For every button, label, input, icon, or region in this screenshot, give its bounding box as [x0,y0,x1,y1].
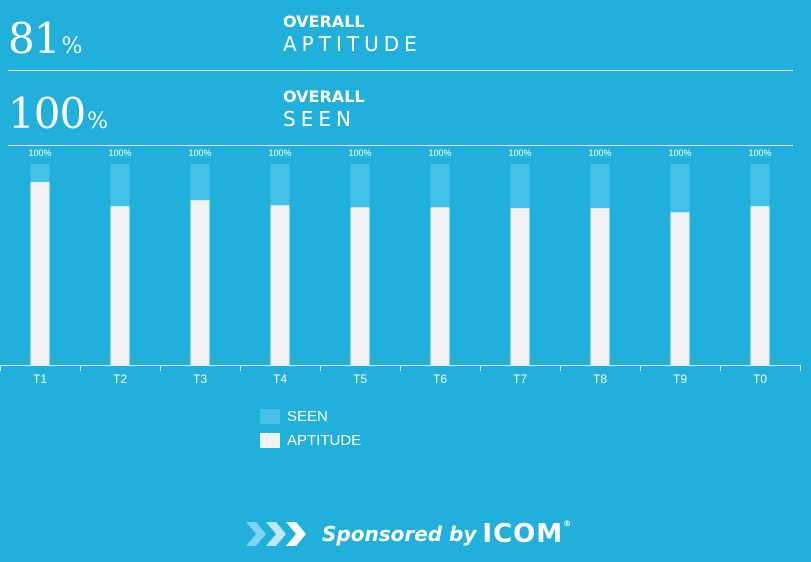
bar-chart: 100% T1 100% T2 100% T3 100% T4 100% T5 100% T6 100%… [0,148,801,386]
x-tick-label-t9: T9 [673,372,687,386]
aptitude-percentage: 81% [8,14,82,72]
bar-aptitude-t1 [30,182,50,365]
aptitude-label-large: APTITUDE [283,32,422,56]
bar-aptitude-t0 [750,206,770,365]
seen-unit: % [87,109,108,134]
icom-logo: ICOM® [482,519,572,549]
registered-mark: ® [563,519,573,528]
seen-label-small: OVERALL [283,87,365,106]
x-tick-label-t3: T3 [193,372,207,386]
legend-swatch-aptitude [260,432,280,448]
aptitude-value: 81 [8,14,60,63]
bar-aptitude-t6 [430,207,450,365]
seen-label-large: SEEN [283,107,356,131]
data-label-t8: 100% [588,148,611,158]
bar-aptitude-t3 [190,200,210,365]
aptitude-unit: % [61,34,82,59]
chevrons-icon [246,522,306,546]
data-label-t5: 100% [348,148,371,158]
overall-aptitude-row: 81% OVERALL APTITUDE [8,0,793,71]
x-tick-label-t7: T7 [513,372,527,386]
aptitude-label-small: OVERALL [283,12,365,31]
seen-value: 100 [8,89,86,138]
data-label-t7: 100% [508,148,531,158]
legend-label-aptitude: APTITUDE [287,431,362,449]
bar-aptitude-t4 [270,205,290,365]
legend-item-aptitude[interactable]: APTITUDE [260,428,361,452]
data-label-t4: 100% [268,148,291,158]
chart-legend: SEEN APTITUDE [260,404,361,452]
seen-label: OVERALL SEEN [283,88,365,132]
data-label-t9: 100% [668,148,691,158]
x-tick-label-t5: T5 [353,372,367,386]
legend-item-seen[interactable]: SEEN [260,404,361,428]
bar-aptitude-t9 [670,212,690,365]
bar-aptitude-t5 [350,207,370,365]
overall-seen-row: 100% OVERALL SEEN [8,75,793,146]
data-label-t2: 100% [108,148,131,158]
bar-aptitude-t2 [110,206,130,365]
legend-swatch-seen [260,408,280,424]
bar-aptitude-t7 [510,208,530,365]
sponsor-banner[interactable]: Sponsored by ICOM® [246,514,572,554]
icom-brand-text: ICOM [482,519,564,549]
data-label-t1: 100% [28,148,51,158]
x-tick-label-t1: T1 [33,372,47,386]
sponsor-text: Sponsored by [322,522,477,546]
data-label-t3: 100% [188,148,211,158]
x-tick-label-t0: T0 [753,372,767,386]
seen-percentage: 100% [8,89,108,147]
x-tick-label-t4: T4 [273,372,287,386]
bar-aptitude-t8 [590,208,610,365]
x-tick-label-t6: T6 [433,372,447,386]
x-tick-label-t2: T2 [113,372,127,386]
x-tick-label-t8: T8 [593,372,607,386]
data-label-t0: 100% [748,148,771,158]
aptitude-label: OVERALL APTITUDE [283,13,422,57]
legend-label-seen: SEEN [287,407,328,425]
data-label-t6: 100% [428,148,451,158]
